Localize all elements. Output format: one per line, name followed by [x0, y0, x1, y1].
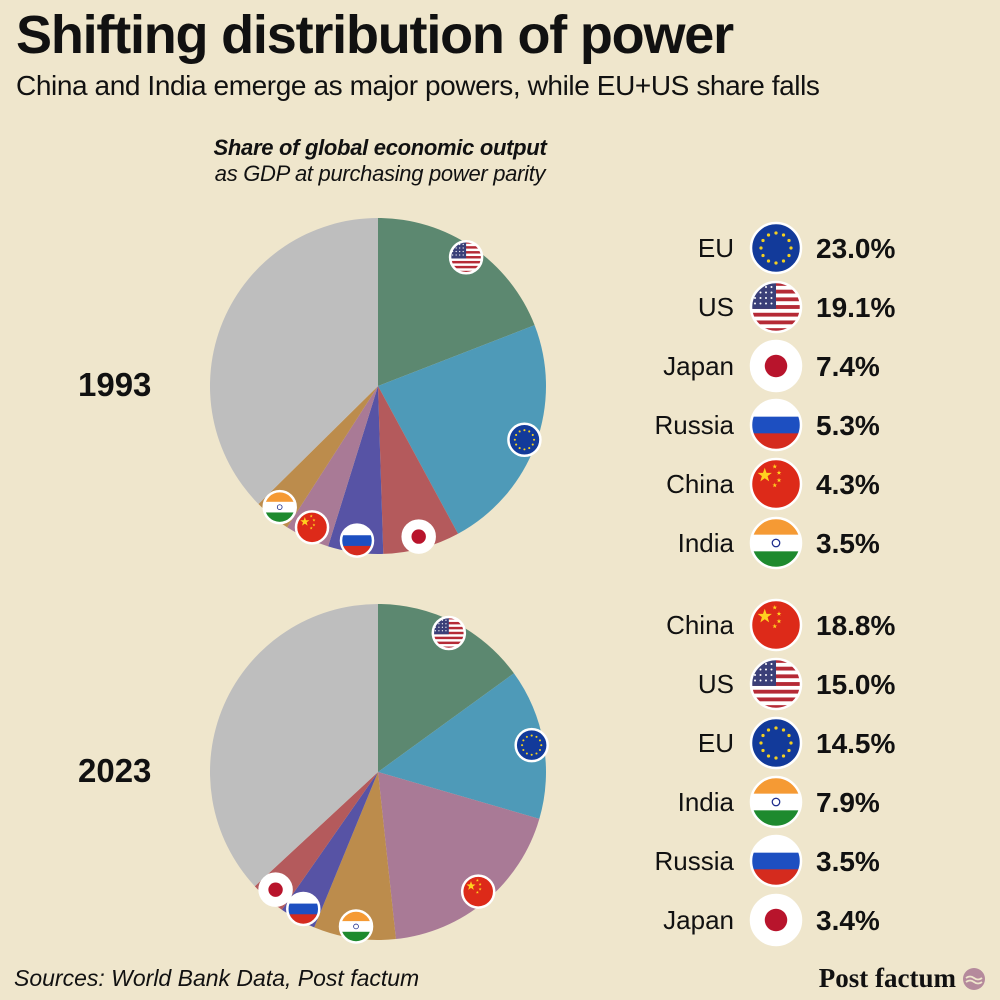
legend-country-1993-japan: Japan — [663, 351, 734, 381]
chart-heading: Share of global economic output as GDP a… — [120, 135, 640, 187]
legend-value-1993-japan: 7.4% — [816, 351, 880, 382]
pie-slice-2023-japan — [254, 772, 378, 910]
pie-slice-2023-rest — [209, 604, 378, 887]
legend-country-2023-china: China — [666, 610, 734, 640]
pie-flag-2023-eu-icon — [514, 727, 549, 763]
legend-value-2023-japan: 3.4% — [816, 905, 880, 936]
page-subtitle: China and India emerge as major powers, … — [16, 70, 820, 101]
legend-country-2023-us: US — [698, 669, 734, 699]
japan-flag-icon — [749, 339, 803, 393]
pie-slice-1993-china — [287, 386, 378, 547]
china-flag-icon — [749, 457, 803, 511]
pie-flag-2023-us-icon — [431, 615, 467, 651]
pie-flag-2023-japan-icon — [258, 872, 293, 907]
pie-flag-2023-china-icon — [460, 874, 496, 909]
legend-value-2023-china: 18.8% — [816, 610, 895, 641]
pie-slice-1993-japan — [378, 386, 459, 554]
legend-value-1993-russia: 5.3% — [816, 410, 880, 441]
legend-country-2023-russia: Russia — [655, 846, 735, 876]
pie-flag-1993-eu-icon — [507, 422, 542, 458]
brand-logo-text: Post factum — [818, 963, 956, 993]
year-label-1993: 1993 — [78, 366, 152, 403]
pie-slice-2023-china — [378, 772, 540, 940]
pie-flag-1993-us-icon — [448, 240, 484, 275]
brand-logo-icon — [963, 968, 985, 990]
pie-slice-1993-india — [258, 386, 378, 528]
legend-value-2023-us: 15.0% — [816, 669, 895, 700]
legend-value-1993-india: 3.5% — [816, 528, 880, 559]
chart-subtitle: as GDP at purchasing power parity — [214, 161, 546, 186]
us-flag-icon — [749, 280, 803, 334]
pie-slice-2023-eu — [378, 673, 546, 819]
legend-country-2023-eu: EU — [698, 728, 734, 758]
legend-country-2023-india: India — [678, 787, 735, 817]
russia-flag-icon — [749, 398, 803, 452]
legend-country-1993-india: India — [678, 528, 735, 558]
legend-value-1993-eu: 23.0% — [816, 233, 895, 264]
pie-slice-1993-eu — [378, 325, 547, 534]
pie-flag-1993-japan-icon — [401, 519, 436, 554]
pie-slice-2023-india — [314, 772, 396, 940]
japan-flag-icon — [749, 893, 803, 947]
legend-country-1993-china: China — [666, 469, 734, 499]
us-flag-icon — [749, 657, 803, 711]
legend-value-2023-russia: 3.5% — [816, 846, 880, 877]
legend-country-2023-japan: Japan — [663, 905, 734, 935]
russia-flag-icon — [749, 834, 803, 888]
source-note: Sources: World Bank Data, Post factum — [14, 965, 420, 991]
legend-country-1993-russia: Russia — [655, 410, 735, 440]
pie-flag-1993-india-icon — [262, 489, 297, 525]
pie-slice-1993-us — [378, 218, 535, 386]
chart-title: Share of global economic output — [213, 135, 547, 160]
legend-value-2023-eu: 14.5% — [816, 728, 895, 759]
pie-flag-1993-china-icon — [294, 510, 330, 545]
legend-country-1993-eu: EU — [698, 233, 734, 263]
pie-flag-2023-russia-icon — [286, 891, 321, 927]
pie-slice-2023-russia — [281, 772, 378, 928]
page-title: Shifting distribution of power — [16, 5, 734, 65]
eu-flag-icon — [749, 221, 803, 275]
legend-value-1993-us: 19.1% — [816, 292, 895, 323]
legend-country-1993-us: US — [698, 292, 734, 322]
legend-value-2023-india: 7.9% — [816, 787, 880, 818]
china-flag-icon — [749, 598, 803, 652]
legend-value-1993-china: 4.3% — [816, 469, 880, 500]
pie-flag-1993-russia-icon — [339, 523, 375, 558]
pie-slice-2023-us — [378, 604, 514, 772]
eu-flag-icon — [749, 716, 803, 770]
pie-flag-2023-india-icon — [338, 909, 374, 944]
year-label-2023: 2023 — [78, 752, 152, 789]
india-flag-icon — [749, 516, 803, 570]
pie-slice-1993-rest — [209, 218, 378, 505]
pie-slice-1993-russia — [328, 386, 384, 555]
india-flag-icon — [749, 775, 803, 829]
